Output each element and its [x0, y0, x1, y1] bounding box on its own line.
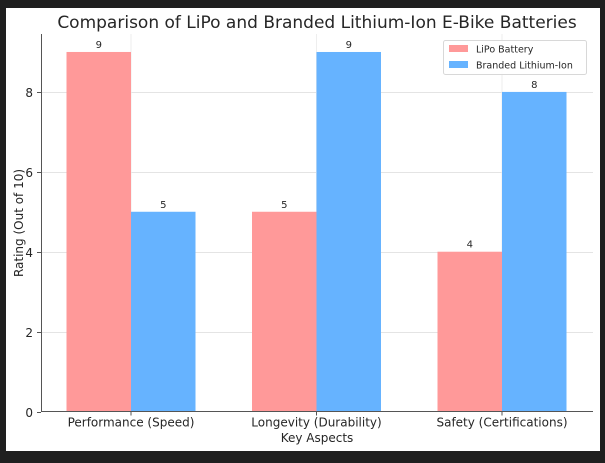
bars	[66, 51, 567, 412]
bar-value-labels: 9 5 4 5 9 8	[96, 40, 538, 251]
y-tick-label: 2	[25, 326, 33, 340]
y-axis-label: Rating (Out of 10)	[12, 169, 26, 277]
legend-label-lipo: LiPo Battery	[476, 45, 534, 56]
legend-swatch-lipo	[449, 45, 468, 52]
chart-title: Comparison of LiPo and Branded Lithium-I…	[57, 13, 577, 33]
y-tick-label: 8	[25, 86, 33, 100]
bar-value-label: 5	[281, 200, 287, 211]
bar-chart: 9 5 4 5 9 8 0 2 4 6 8 Performance (Speed) Longevit…	[12, 13, 593, 445]
bar-lithium-ion	[131, 211, 196, 412]
legend-box	[443, 40, 587, 75]
bar-value-label: 5	[160, 200, 166, 211]
bar-value-label: 9	[346, 40, 352, 51]
chart-canvas: 9 5 4 5 9 8 0 2 4 6 8 Performance (Speed) Longevit…	[6, 8, 600, 451]
x-ticks: Performance (Speed) Longevity (Durability…	[68, 411, 568, 430]
legend-swatch-lithium-ion	[449, 61, 468, 68]
bar-value-label: 9	[96, 40, 102, 51]
y-tick-label: 0	[25, 406, 33, 420]
bar-lithium-ion	[502, 91, 567, 412]
bar-value-label: 8	[531, 80, 537, 91]
x-tick-label: Longevity (Durability)	[251, 416, 381, 430]
x-tick-label: Performance (Speed)	[68, 416, 195, 430]
bar-lipo	[66, 51, 131, 412]
y-tick-label: 4	[25, 246, 33, 260]
bar-lithium-ion	[316, 51, 381, 412]
bar-lipo	[252, 211, 317, 412]
bar-lipo	[437, 251, 502, 412]
y-tick-label: 6	[25, 166, 33, 180]
x-tick-label: Safety (Certifications)	[436, 416, 567, 430]
legend: LiPo Battery Branded Lithium-Ion	[443, 40, 587, 75]
y-ticks: 0 2 4 6 8	[25, 86, 41, 420]
x-axis-label: Key Aspects	[281, 431, 354, 445]
bar-value-label: 4	[467, 240, 473, 251]
legend-label-lithium-ion: Branded Lithium-Ion	[476, 61, 573, 72]
